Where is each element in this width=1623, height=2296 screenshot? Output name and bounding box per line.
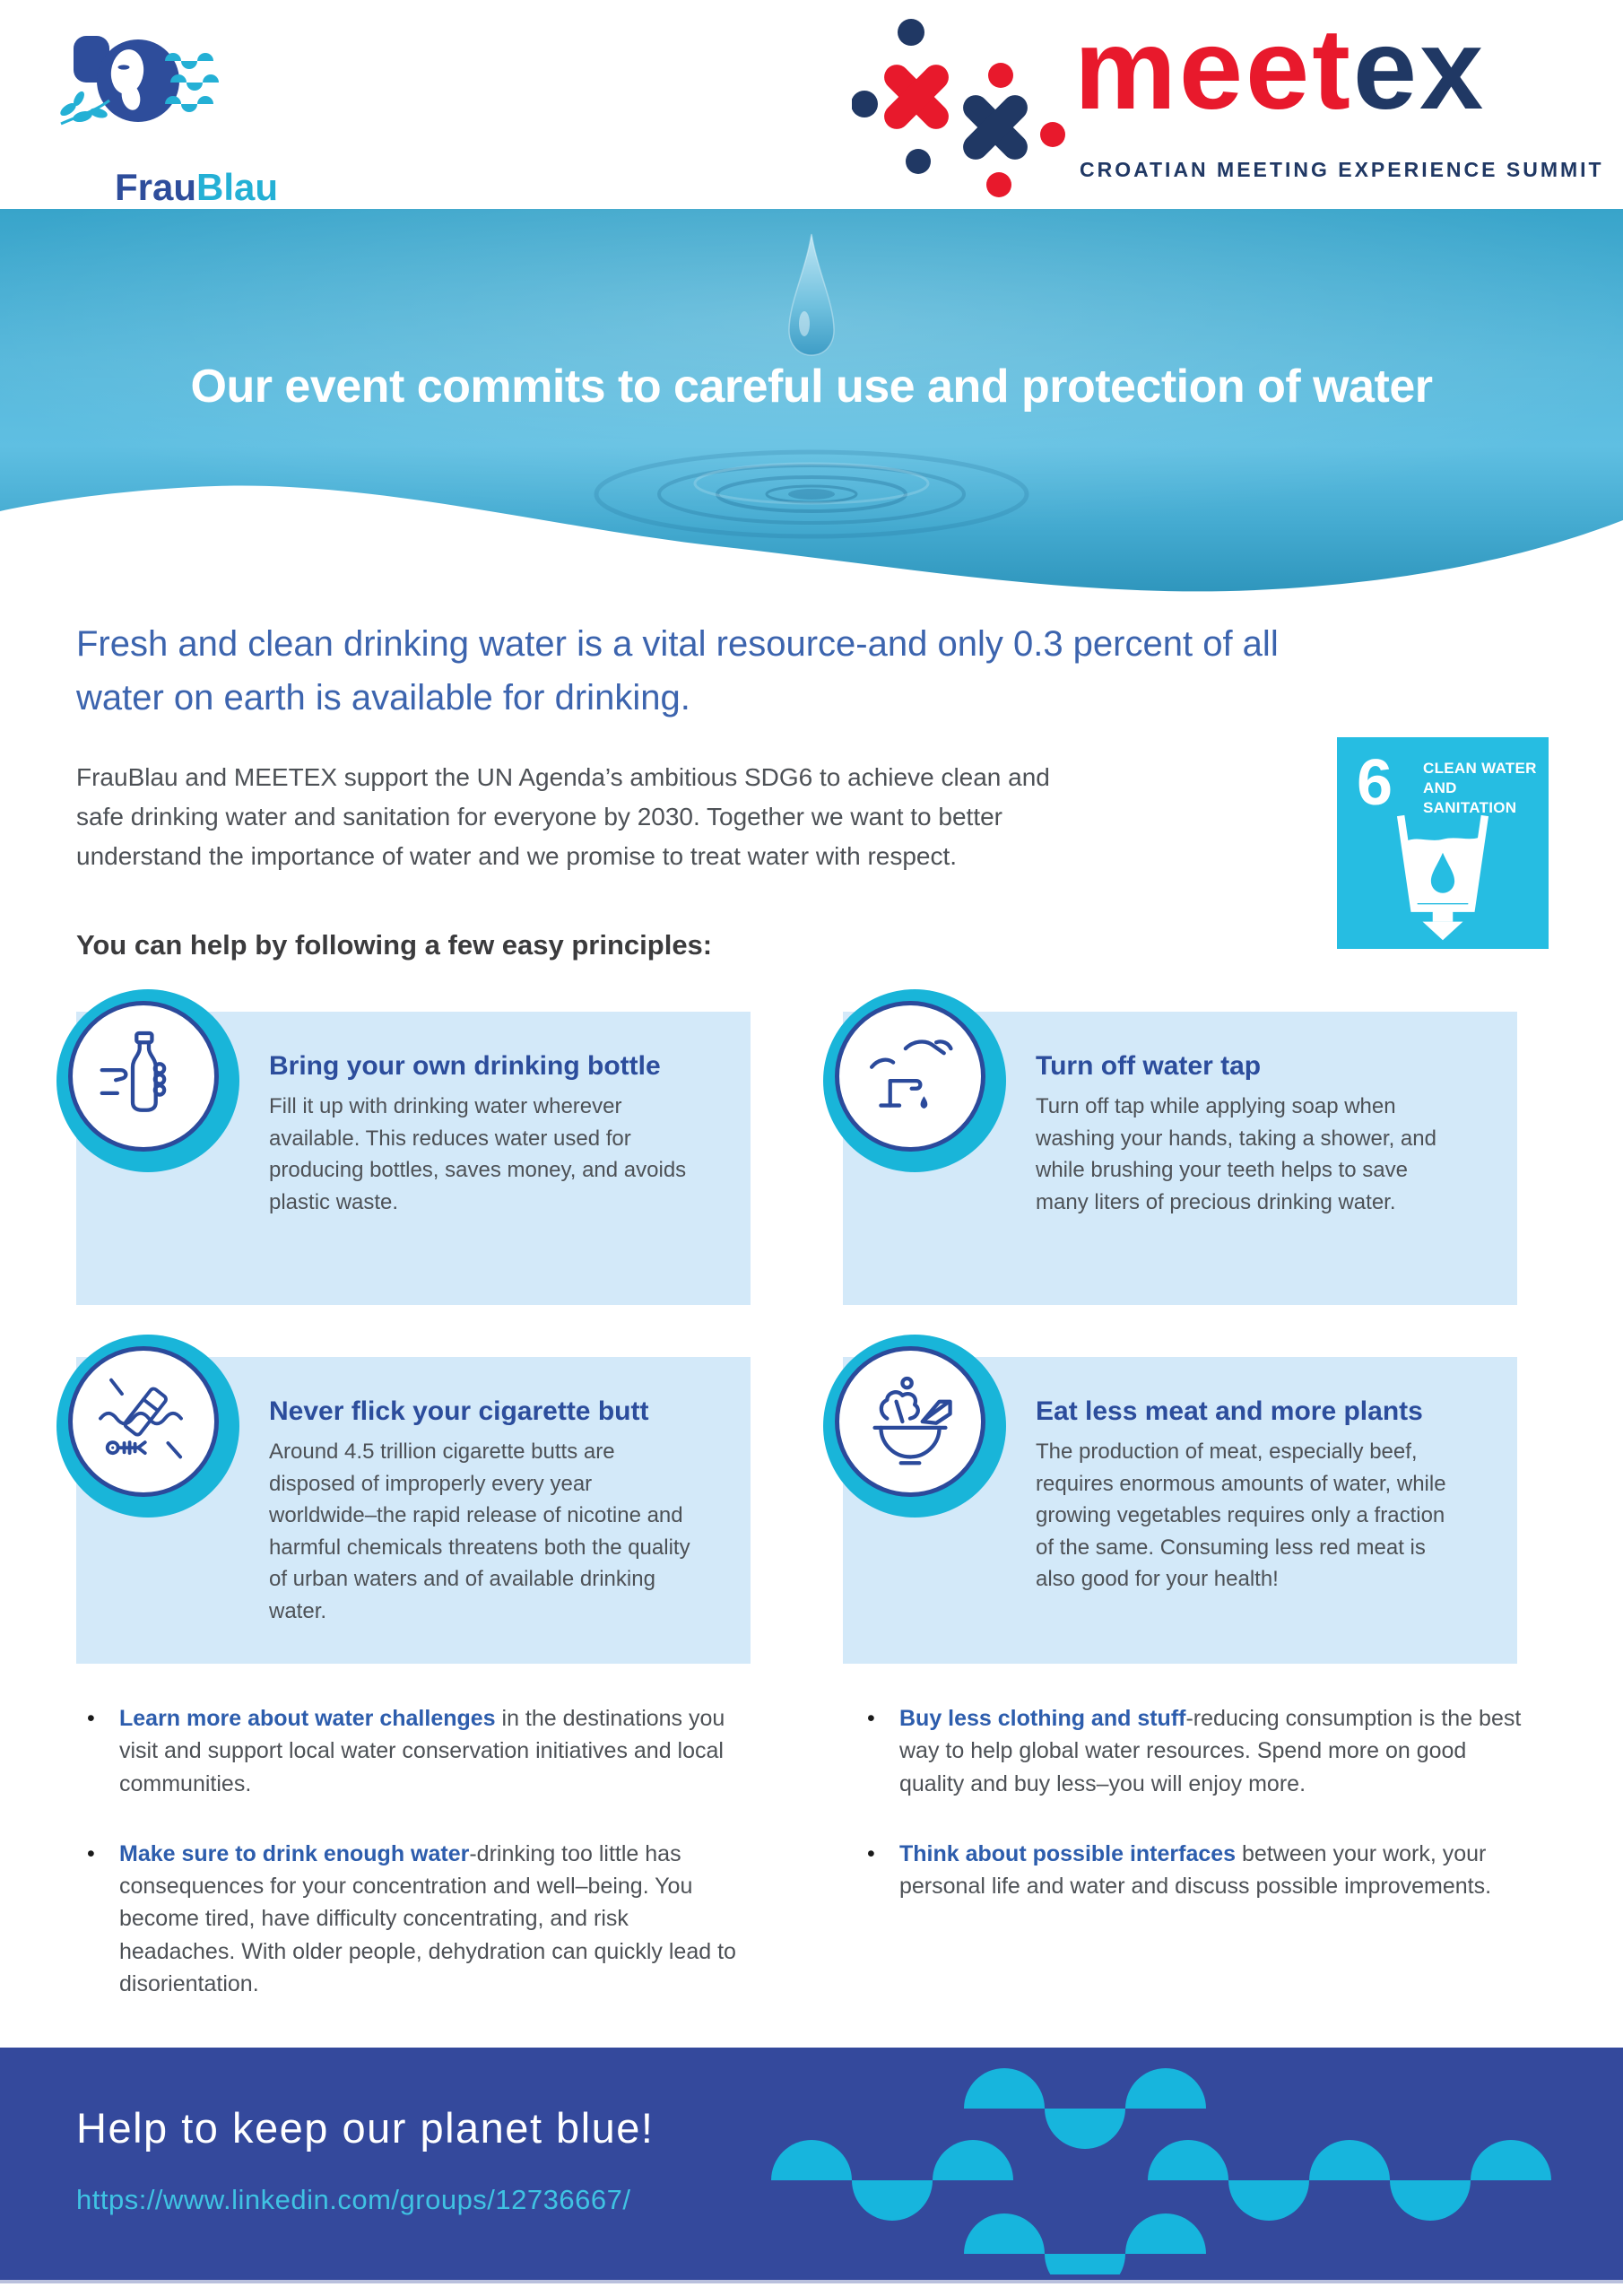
tip-text: -reducing consumption is the best way to… — [899, 1706, 1522, 1796]
card-title: Never flick your cigarette butt — [269, 1396, 649, 1426]
tips-column-right: • Buy less clothing and stuff-reducing c… — [856, 1702, 1565, 1940]
card-body: Around 4.5 trillion cigarette butts are … — [269, 1439, 690, 1623]
bullet-dot: • — [867, 1840, 875, 1866]
fraublau-logo-icon — [60, 36, 219, 126]
banner-title: Our event commits to careful use and pro… — [190, 361, 1433, 413]
sdg-label-line2: AND SANITATION — [1423, 779, 1517, 817]
bullet-dot: • — [867, 1706, 875, 1731]
tips-column-left: • Learn more about water challenges in t… — [76, 1702, 820, 2038]
card-badge — [823, 1335, 1006, 1518]
meetex-wordmark: meetex — [1074, 5, 1487, 134]
tip-lead: Think about possible interfaces — [899, 1840, 1237, 1866]
bottle-hand-icon — [100, 1031, 167, 1112]
tip-item: • Learn more about water challenges in t… — [76, 1702, 820, 1800]
principles-heading: You can help by following a few easy pri… — [76, 929, 713, 961]
intro-headline: Fresh and clean drinking water is a vita… — [76, 624, 1279, 718]
tip-text: -drinking too little has consequences fo… — [119, 1840, 736, 1996]
water-glass-icon — [1396, 814, 1489, 941]
tip-text: in the destinations you visit and suppor… — [119, 1706, 725, 1796]
meetex-tagline: CROATIAN MEETING EXPERIENCE SUMMIT — [1080, 158, 1604, 181]
footer-title: Help to keep our planet blue! — [76, 2104, 655, 2152]
waves-graphic — [771, 2068, 1551, 2274]
tip-lead: Make sure to drink enough water — [119, 1840, 470, 1866]
sdg-number: 6 — [1357, 747, 1393, 819]
card-title: Bring your own drinking bottle — [269, 1051, 661, 1081]
card-title: Turn off water tap — [1036, 1051, 1262, 1081]
cigarette-water-icon — [99, 1378, 183, 1459]
card-badge — [823, 989, 1006, 1172]
sdg-label: CLEAN WATER AND SANITATION — [1423, 759, 1549, 818]
header: FrauBlau meetex CROATIAN MEETING EXPERIE… — [0, 0, 1623, 209]
card-badge — [56, 1335, 239, 1518]
bullet-dot: • — [87, 1706, 95, 1731]
meetex-logo-icon — [852, 19, 1065, 197]
water-banner-art — [0, 209, 1623, 592]
brand-frau: Frau — [115, 166, 197, 208]
tip-item: • Make sure to drink enough water-drinki… — [76, 1838, 820, 2000]
brand-meet: meet — [1074, 5, 1353, 134]
tip-lead: Buy less clothing and stuff — [899, 1706, 1186, 1731]
card-body: The production of meat, especially beef,… — [1036, 1439, 1446, 1592]
brand-ex: ex — [1352, 5, 1487, 134]
tip-item: • Think about possible interfaces betwee… — [856, 1838, 1565, 1903]
sdg-label-line1: CLEAN WATER — [1423, 760, 1537, 777]
tap-hands-icon — [870, 1039, 953, 1109]
tip-lead: Learn more about water challenges — [119, 1706, 496, 1731]
fraublau-logo: FrauBlau — [56, 34, 278, 208]
card-title: Eat less meat and more plants — [1036, 1396, 1423, 1426]
ripple-graphic — [594, 449, 1029, 539]
tip-text: between your work, your personal life an… — [899, 1840, 1492, 1899]
hero-banner: Our event commits to careful use and pro… — [0, 209, 1623, 595]
intro-paragraph: FrauBlau and MEETEX support the UN Agend… — [76, 763, 1050, 870]
water-drop-icon — [788, 233, 835, 356]
bullet-dot: • — [87, 1840, 95, 1866]
salad-bowl-icon — [872, 1376, 952, 1465]
card-body: Fill it up with drinking water wherever … — [269, 1094, 687, 1214]
footer: Help to keep our planet blue! https://ww… — [0, 2048, 1623, 2283]
card-badge — [56, 989, 239, 1172]
brand-blau: Blau — [196, 166, 279, 208]
tip-item: • Buy less clothing and stuff-reducing c… — [856, 1702, 1565, 1800]
card-body: Turn off tap while applying soap when wa… — [1036, 1094, 1436, 1214]
sdg6-badge: 6 CLEAN WATER AND SANITATION — [1337, 737, 1549, 949]
fraublau-wordmark: FrauBlau — [115, 166, 278, 209]
linkedin-link[interactable]: https://www.linkedin.com/groups/12736667… — [76, 2184, 631, 2215]
